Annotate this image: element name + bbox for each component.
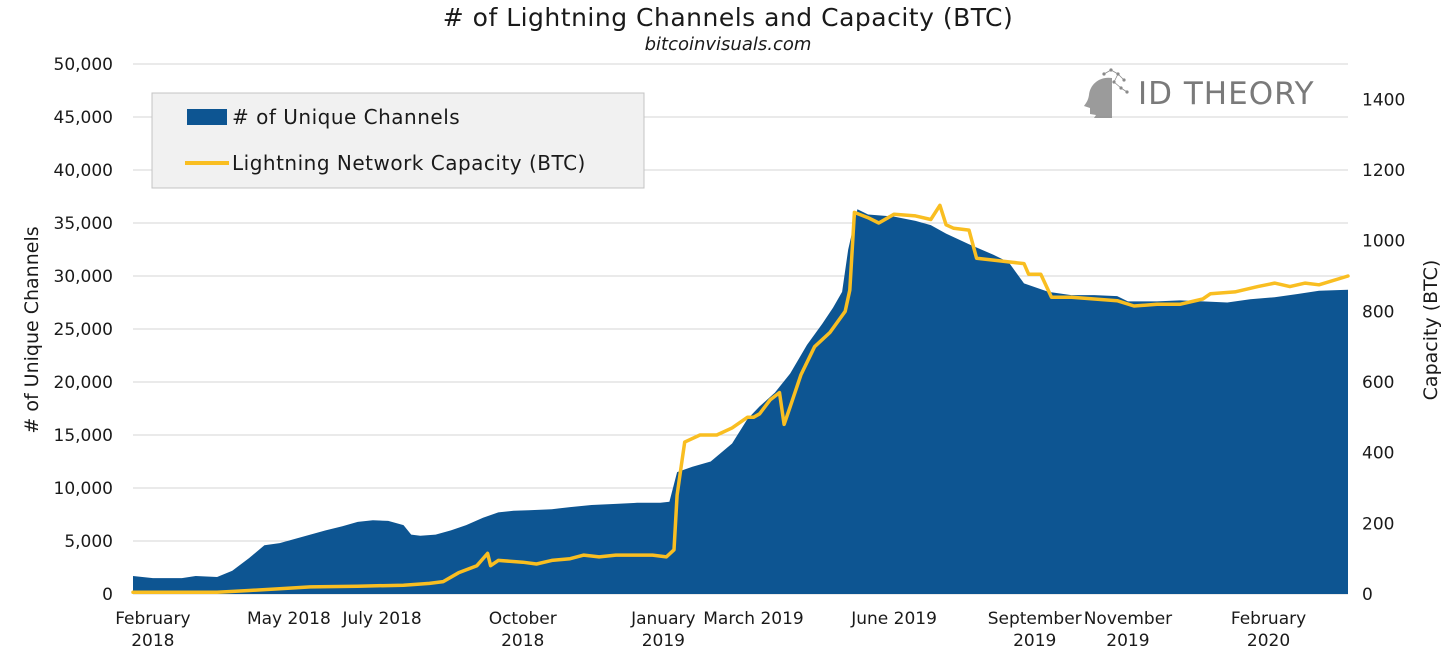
- y-axis-left-ticks: 0 5,000 10,000 15,000 20,000 25,000 30,000 35,0…: [54, 55, 113, 605]
- x-tick-label-line: November: [1084, 609, 1172, 629]
- y-tick-label: 45,000: [54, 108, 113, 128]
- y2-tick-label: 400: [1362, 444, 1394, 464]
- x-tick-label: September 2019: [988, 609, 1082, 651]
- legend-box: [151, 92, 645, 189]
- x-tick-label: January 2019: [630, 609, 695, 651]
- x-tick-label-line: 2018: [131, 631, 174, 651]
- y-tick-label: 50,000: [54, 55, 113, 75]
- channels-area-layer: [133, 209, 1348, 594]
- y2-tick-label: 1400: [1362, 90, 1405, 110]
- brand-name: ID THEORY: [1138, 76, 1315, 112]
- x-tick-label: July 2018: [341, 609, 421, 629]
- series-line-capacity: [131, 203, 1350, 594]
- legend: # of Unique Channels Lightning Network C…: [151, 92, 645, 189]
- legend-swatch-channels: [187, 109, 227, 125]
- y-tick-label: 35,000: [54, 214, 113, 234]
- y-tick-label: 10,000: [54, 479, 113, 499]
- legend-label-capacity: Lightning Network Capacity (BTC): [232, 151, 586, 175]
- y2-tick-label: 1200: [1362, 161, 1405, 181]
- x-tick-label-line: 2018: [501, 631, 544, 651]
- x-tick-label: February 2018: [115, 609, 190, 651]
- x-tick-label-line: January: [630, 609, 695, 629]
- x-tick-label-line: February: [1231, 609, 1306, 629]
- y2-tick-label: 0: [1362, 585, 1373, 605]
- series-area-channels: [133, 209, 1348, 594]
- y-tick-label: 0: [102, 585, 113, 605]
- capacity-line-layer: [131, 203, 1350, 594]
- y-tick-label: 25,000: [54, 320, 113, 340]
- y-axis-right-label: Capacity (BTC): [1420, 260, 1442, 401]
- y2-tick-label: 200: [1362, 514, 1394, 534]
- y-tick-label: 5,000: [64, 532, 113, 552]
- head-profile-icon: [1084, 68, 1129, 118]
- x-tick-label-line: March 2019: [703, 609, 804, 629]
- y2-tick-label: 1000: [1362, 232, 1405, 252]
- x-tick-label: June 2019: [850, 609, 937, 629]
- y-tick-label: 15,000: [54, 426, 113, 446]
- chart-title: # of Lightning Channels and Capacity (BT…: [443, 3, 1014, 32]
- x-tick-label: February 2020: [1231, 609, 1306, 651]
- x-tick-label-line: July 2018: [341, 609, 421, 629]
- y-tick-label: 40,000: [54, 161, 113, 181]
- x-tick-label: November 2019: [1084, 609, 1172, 651]
- x-tick-label-line: February: [115, 609, 190, 629]
- x-tick-label-line: 2019: [642, 631, 685, 651]
- y2-tick-label: 800: [1362, 302, 1394, 322]
- y-tick-label: 30,000: [54, 267, 113, 287]
- y-axis-right-ticks: 0 200 400 600 800 1000 1200 1400: [1362, 90, 1405, 605]
- brand-logo: ID THEORY: [1084, 68, 1315, 118]
- x-tick-label-line: 2019: [1013, 631, 1056, 651]
- x-tick-label-line: June 2019: [850, 609, 937, 629]
- y-tick-label: 20,000: [54, 373, 113, 393]
- chart-subtitle: bitcoinvisuals.com: [645, 34, 812, 55]
- x-tick-label-line: May 2018: [247, 609, 331, 629]
- x-tick-label: March 2019: [703, 609, 804, 629]
- x-tick-label-line: 2019: [1106, 631, 1149, 651]
- y2-tick-label: 600: [1362, 373, 1394, 393]
- y-axis-left-label: # of Unique Channels: [21, 226, 43, 433]
- x-tick-label-line: October: [489, 609, 557, 629]
- x-tick-label: October 2018: [489, 609, 557, 651]
- x-tick-label-line: 2020: [1247, 631, 1290, 651]
- legend-label-channels: # of Unique Channels: [232, 105, 460, 129]
- x-tick-label: May 2018: [247, 609, 331, 629]
- x-tick-label-line: September: [988, 609, 1082, 629]
